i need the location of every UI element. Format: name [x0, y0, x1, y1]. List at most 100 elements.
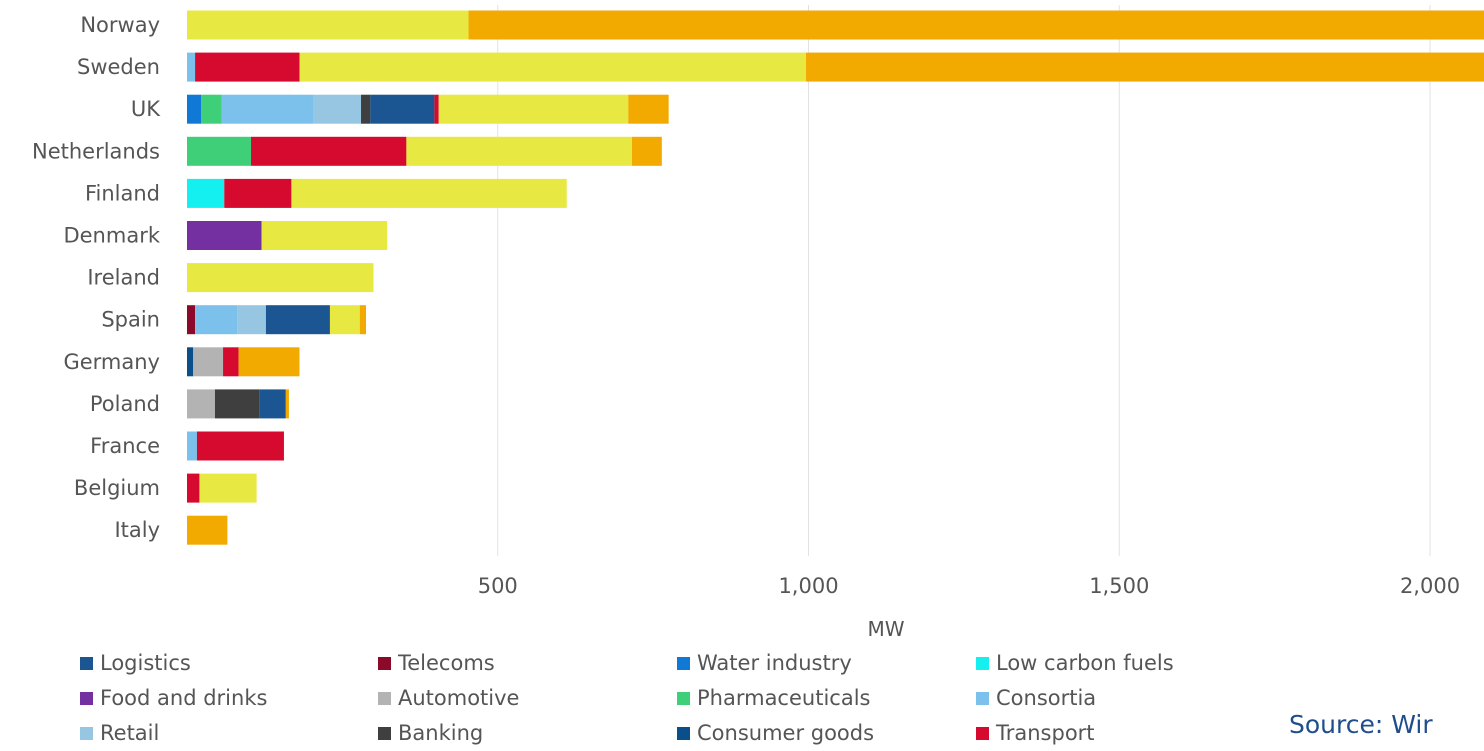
country-label: Norway [80, 13, 160, 37]
bar-segment [370, 94, 435, 124]
legend-label: Retail [100, 721, 160, 745]
country-label: Germany [63, 350, 160, 374]
legend-swatch [976, 726, 989, 740]
legend-item: Transport [976, 718, 1095, 748]
country-label: Finland [85, 181, 160, 205]
legend-item: Low carbon fuels [976, 648, 1174, 678]
bar-segment [187, 389, 215, 419]
bar-segment [187, 347, 194, 377]
legend-label: Automotive [398, 686, 520, 710]
bars [187, 10, 1484, 545]
legend-label: Logistics [100, 651, 191, 675]
legend-swatch [378, 656, 391, 670]
legend-label: Telecoms [398, 651, 495, 675]
bar-segment [406, 136, 632, 166]
bar-segment [291, 178, 567, 208]
legend-item: Telecoms [378, 648, 495, 678]
legend-item: Logistics [80, 648, 191, 678]
bar-segment [221, 94, 314, 124]
x-tick-label: 1,000 [778, 574, 838, 598]
x-tick-label: 500 [478, 574, 518, 598]
bar-segment [265, 305, 330, 335]
bar-segment [223, 347, 239, 377]
country-label: Sweden [77, 55, 160, 79]
bar-segment [187, 431, 197, 461]
bar-segment [361, 94, 371, 124]
legend-item: Retail [80, 718, 159, 748]
legend: Logistics Telecoms Water industry Low carbo… [80, 648, 1280, 751]
stacked-bar-chart: Norway Sweden UK Netherlands Finland Denmark I… [32, 5, 1484, 641]
legend-swatch [677, 726, 690, 740]
country-label: Netherlands [32, 139, 160, 163]
legend-label: Food and drinks [100, 686, 268, 710]
legend-swatch [677, 656, 690, 670]
country-label: Spain [101, 308, 160, 332]
bar-segment [214, 389, 260, 419]
bar-segment [313, 94, 362, 124]
legend-swatch [378, 726, 391, 740]
bar-segment [438, 94, 629, 124]
country-label: France [90, 434, 160, 458]
x-axis-title: MW [867, 617, 904, 641]
bar-segment [187, 94, 202, 124]
legend-swatch [80, 726, 93, 740]
bar-segment [806, 52, 1484, 82]
country-label: Italy [114, 518, 160, 542]
bar-segment [261, 221, 388, 250]
bar-segment [199, 473, 257, 503]
bar-segment [468, 10, 1484, 40]
bar-segment [238, 347, 300, 377]
legend-item: Food and drinks [80, 683, 267, 713]
bar-segment [299, 52, 807, 82]
country-label: Denmark [63, 224, 160, 248]
bar-segment [329, 305, 360, 335]
country-label: Poland [90, 392, 160, 416]
legend-item: Consumer goods [677, 718, 874, 748]
legend-swatch [80, 656, 93, 670]
legend-label: Consumer goods [697, 721, 875, 745]
bar-segment [187, 263, 374, 293]
bar-segment [195, 305, 238, 335]
bar-segment [187, 515, 228, 545]
bar-segment [631, 136, 662, 166]
legend-label: Consortia [996, 686, 1097, 710]
x-tick-label: 1,500 [1089, 574, 1149, 598]
bar-segment [628, 94, 669, 124]
source-note: Source: Wir [1289, 710, 1433, 739]
legend-label: Banking [398, 721, 484, 745]
bar-segment [187, 136, 252, 166]
country-label: Ireland [87, 266, 160, 290]
legend-label: Low carbon fuels [996, 651, 1174, 675]
bar-segment [237, 305, 266, 335]
bar-segment [187, 221, 262, 250]
x-tick-label: 2,000 [1400, 574, 1460, 598]
legend-item: Pharmaceuticals [677, 683, 870, 713]
country-label: UK [131, 97, 161, 121]
bar-segment [259, 389, 286, 419]
bar-segment [187, 52, 196, 82]
legend-item: Automotive [378, 683, 519, 713]
legend-item: Water industry [677, 648, 852, 678]
bar-segment [434, 94, 439, 124]
legend-swatch [976, 656, 989, 670]
legend-label: Pharmaceuticals [697, 686, 871, 710]
x-tick-labels: 500 1,000 1,500 2,000 [478, 574, 1460, 598]
bar-segment [187, 10, 469, 40]
bar-segment [359, 305, 366, 335]
legend-swatch [80, 691, 93, 705]
bar-segment [196, 431, 284, 461]
bar-segment [193, 347, 224, 377]
legend-swatch [677, 691, 690, 705]
bar-segment [251, 136, 407, 166]
legend-label: Transport [996, 721, 1095, 745]
gridlines [497, 5, 1431, 556]
bar-segment [201, 94, 222, 124]
bar-segment [187, 305, 196, 335]
country-labels: Norway Sweden UK Netherlands Finland Denmark I… [32, 13, 161, 542]
bar-segment [187, 473, 200, 503]
legend-item: Consortia [976, 683, 1096, 713]
country-label: Belgium [74, 476, 160, 500]
legend-item: Banking [378, 718, 483, 748]
bar-segment [187, 178, 225, 208]
legend-label: Water industry [697, 651, 852, 675]
